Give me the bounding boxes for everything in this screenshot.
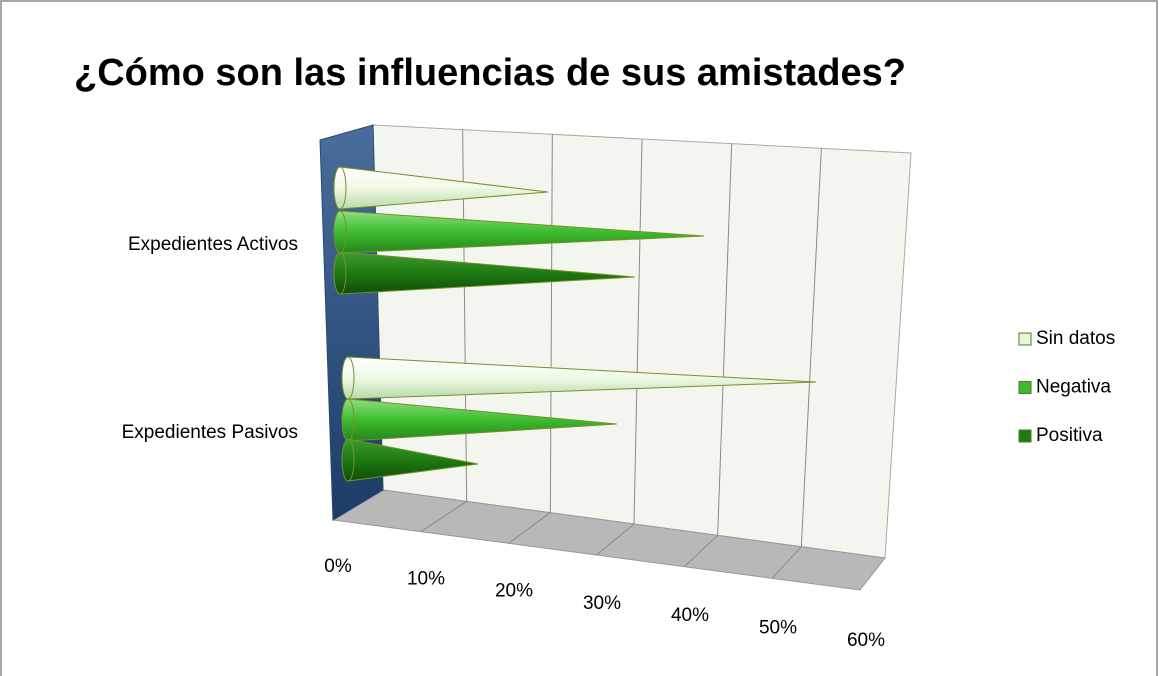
cone-base <box>341 398 355 442</box>
cone <box>341 438 479 482</box>
legend-label: Sin datos <box>1036 328 1115 349</box>
grid-line <box>420 129 468 533</box>
x-tick-label: 20% <box>495 581 533 602</box>
cone <box>333 166 549 210</box>
legend-label: Positiva <box>1036 425 1103 446</box>
cone-base <box>333 210 347 254</box>
grid-line <box>596 138 643 556</box>
legend-swatch <box>1018 332 1032 346</box>
category-label: Expedientes Pasivos <box>122 422 298 443</box>
x-tick-label: 0% <box>324 556 352 577</box>
cone <box>333 251 635 295</box>
x-tick-label: 50% <box>759 618 797 639</box>
legend-swatch <box>1018 381 1032 394</box>
cone-base <box>333 251 347 295</box>
grid-line <box>683 143 733 568</box>
grid-line <box>508 134 553 544</box>
grid-line <box>771 148 822 579</box>
x-tick-label: 10% <box>407 568 445 589</box>
category-label: Expedientes Activos <box>128 234 298 255</box>
cone-base <box>333 166 347 210</box>
x-tick-label: 60% <box>847 630 885 651</box>
chart-title: ¿Cómo son las influencias de sus amistad… <box>74 52 906 94</box>
cone <box>341 398 617 442</box>
cone <box>341 356 817 400</box>
x-tick-label: 30% <box>583 593 621 614</box>
cone-base <box>341 438 355 482</box>
cone-base <box>341 356 355 400</box>
x-tick-label: 40% <box>671 605 709 626</box>
legend-label: Negativa <box>1036 377 1111 398</box>
legend-swatch <box>1018 429 1032 443</box>
